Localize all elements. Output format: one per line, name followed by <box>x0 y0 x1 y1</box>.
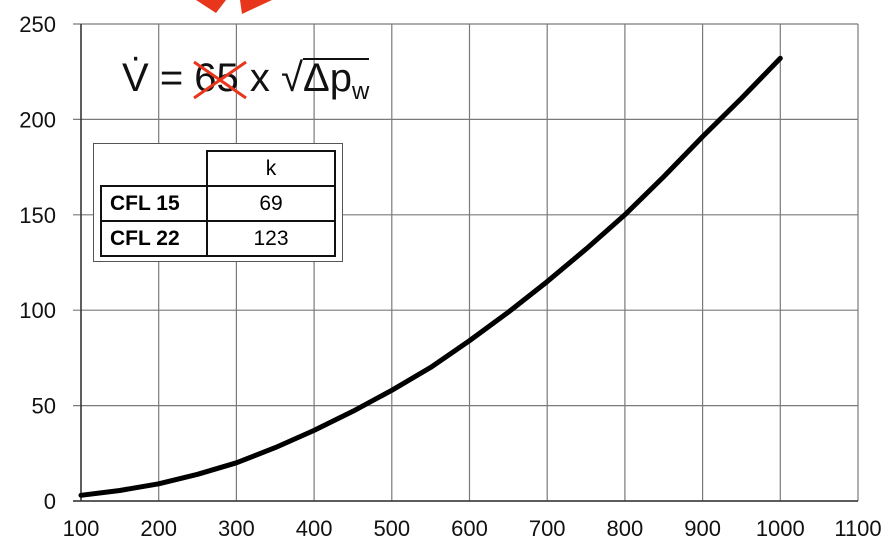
row-value: 123 <box>206 220 336 257</box>
series-line <box>78 55 783 498</box>
k-header: k <box>206 150 336 187</box>
radicand: Δpw <box>303 56 370 110</box>
x-tick-label: 500 <box>373 516 410 541</box>
x-tick-label: 600 <box>451 516 488 541</box>
square-root: √Δpw <box>281 56 370 110</box>
red-arrow-left <box>196 0 226 13</box>
k-table: k CFL 15 69 CFL 22 123 <box>100 150 336 257</box>
delta-p: Δp <box>303 56 352 100</box>
x-tick-label: 700 <box>529 516 566 541</box>
flow-v: V <box>122 56 149 100</box>
x-tick-label: 900 <box>684 516 721 541</box>
row-label: CFL 15 <box>100 185 208 222</box>
x-tick-label: 300 <box>218 516 255 541</box>
y-tick-label: 0 <box>44 489 56 514</box>
grid <box>73 23 859 502</box>
flow-dot: · <box>130 38 142 76</box>
formula-equals: = <box>159 56 184 100</box>
x-tick-label: 800 <box>607 516 644 541</box>
table-header-row: k <box>101 150 336 187</box>
struck-coefficient: 65 <box>193 56 248 101</box>
y-tick-label: 150 <box>19 203 56 228</box>
x-tick-label: 100 <box>63 516 100 541</box>
x-tick-label: 1100 <box>834 516 881 541</box>
delta-p-subscript: w <box>351 78 370 105</box>
y-tick-label: 200 <box>19 107 56 132</box>
table-row: CFL 15 69 <box>100 185 336 222</box>
flow-symbol: · V <box>122 38 149 101</box>
y-tick-labels: 0 50 100 150 200 250 <box>19 12 56 514</box>
red-arrow-right <box>240 0 272 14</box>
y-tick-label: 250 <box>19 12 56 37</box>
y-tick-label: 50 <box>32 394 56 419</box>
red-cross-mark <box>193 60 248 100</box>
x-tick-labels: 100 200 300 400 500 600 700 800 900 1000 1100 <box>63 516 882 541</box>
k-value-table: k CFL 15 69 CFL 22 123 <box>93 143 343 262</box>
table-row: CFL 22 123 <box>100 220 336 257</box>
radical-sign: √ <box>281 56 303 100</box>
x-tick-label: 1000 <box>756 516 805 541</box>
y-tick-label: 100 <box>19 298 56 323</box>
formula-times: x <box>249 56 270 100</box>
table-corner-cell <box>101 151 208 187</box>
flow-formula: ·V = 65 x √Δpw <box>122 38 370 110</box>
row-label: CFL 22 <box>100 220 208 257</box>
red-arrow-marks <box>196 0 272 14</box>
x-tick-label: 200 <box>140 516 177 541</box>
x-tick-label: 400 <box>296 516 333 541</box>
row-value: 69 <box>206 185 336 222</box>
